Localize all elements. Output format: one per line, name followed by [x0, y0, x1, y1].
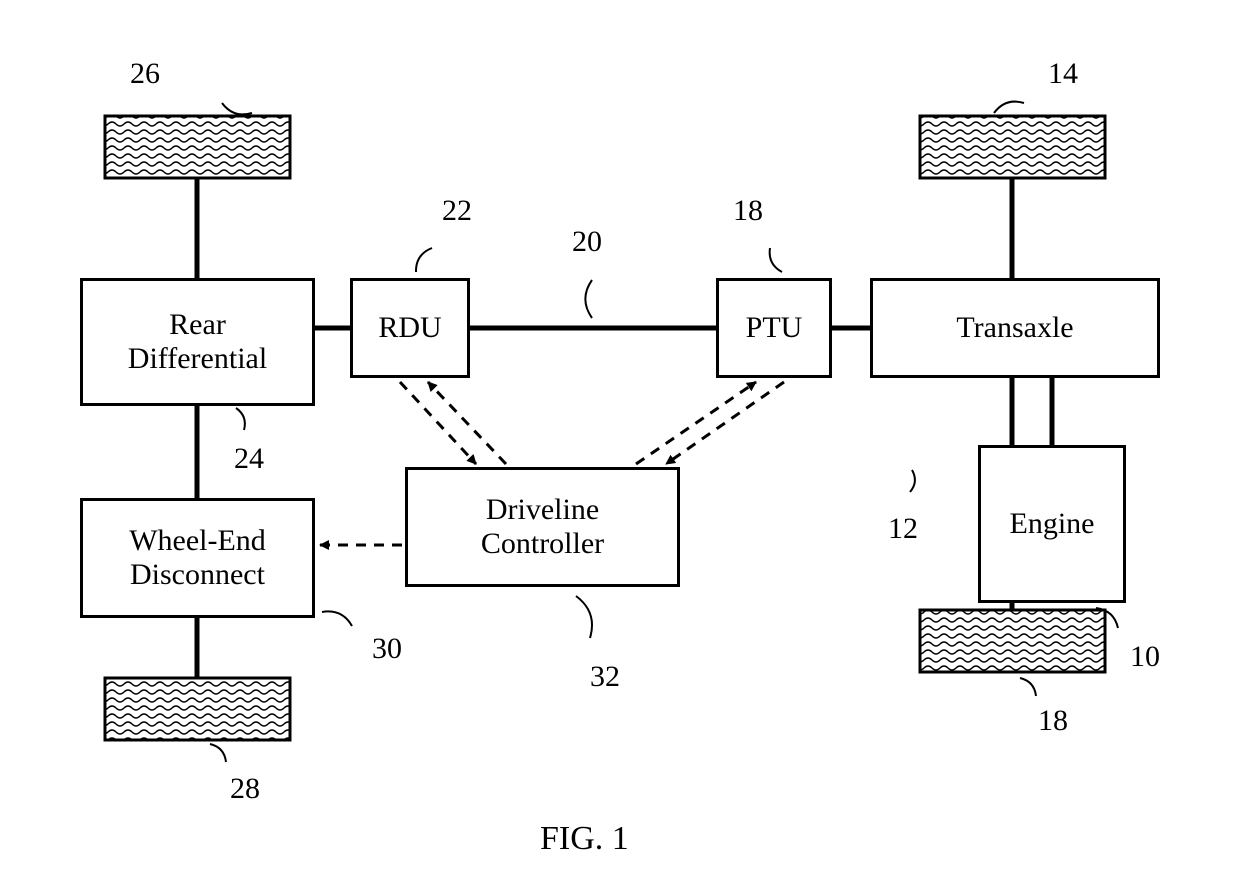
block-label: Engine: [1010, 507, 1095, 542]
dashed-ctrl_to_ptu_b: [636, 382, 756, 464]
ref-num-30: 30: [372, 632, 402, 666]
block-label: RDU: [378, 311, 441, 346]
figure-label-text: FIG. 1: [540, 820, 629, 857]
ref-leader-20: [585, 280, 592, 318]
ref-leader-28: [210, 744, 226, 762]
ref-leader-22: [416, 248, 432, 272]
block-ptu: PTU: [716, 278, 832, 378]
block-rdu: RDU: [350, 278, 470, 378]
ref-num-22: 22: [442, 194, 472, 228]
wheel-bl: [105, 678, 290, 740]
ref-num-10: 10: [1130, 640, 1160, 674]
block-label: PTU: [746, 311, 803, 346]
ref-leader-18a: [770, 248, 782, 272]
dashed-ptu_to_ctrl_a: [666, 382, 784, 464]
ref-leader-26: [222, 103, 252, 114]
ref-leader-18b: [1020, 678, 1036, 696]
wheel-tl: [105, 116, 290, 178]
block-label: Transaxle: [956, 311, 1073, 346]
ref-leader-12: [910, 470, 915, 492]
figure-label: FIG. 1: [540, 820, 629, 858]
ref-leader-24: [236, 408, 245, 430]
diagram-canvas: RearDifferential RDU PTU Transaxle Wheel…: [0, 0, 1240, 895]
block-label: DrivelineController: [481, 493, 604, 562]
ref-num-20: 20: [572, 225, 602, 259]
ref-num-24: 24: [234, 442, 264, 476]
block-label: RearDifferential: [128, 308, 267, 377]
ref-num-26: 26: [130, 57, 160, 91]
block-engine: Engine: [978, 445, 1126, 603]
block-rear-differential: RearDifferential: [80, 278, 315, 406]
block-label: Wheel-EndDisconnect: [129, 524, 266, 593]
ref-num-18: 18: [733, 194, 763, 228]
ref-leader-30: [322, 611, 352, 626]
block-transaxle: Transaxle: [870, 278, 1160, 378]
wheel-br: [920, 610, 1105, 672]
ref-num-14: 14: [1048, 57, 1078, 91]
ref-leader-32: [576, 596, 592, 638]
block-wheel-end-disconnect: Wheel-EndDisconnect: [80, 498, 315, 618]
block-driveline-controller: DrivelineController: [405, 467, 680, 587]
ref-num-12: 12: [888, 512, 918, 546]
ref-num-28: 28: [230, 772, 260, 806]
ref-num-32: 32: [590, 660, 620, 694]
ref-leader-14: [994, 102, 1024, 113]
wheel-tr: [920, 116, 1105, 178]
ref-num-18: 18: [1038, 704, 1068, 738]
